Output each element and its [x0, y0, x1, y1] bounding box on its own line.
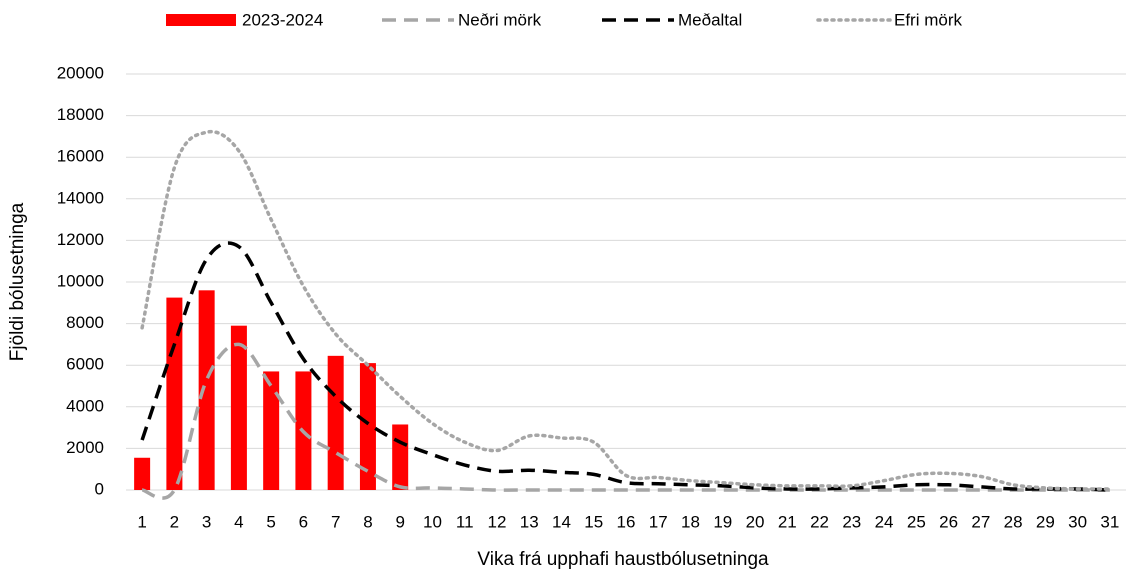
- y-tick-label: 6000: [66, 355, 104, 374]
- y-axis-label: Fjöldi bólusetninga: [7, 202, 28, 361]
- line: [140, 241, 1110, 492]
- y-tick-label: 18000: [57, 105, 104, 124]
- y-tick-label: 12000: [57, 230, 104, 249]
- y-tick-label: 16000: [57, 147, 104, 166]
- line: [140, 129, 1112, 491]
- y-tick-label: 10000: [57, 271, 104, 290]
- x-tick-label: 29: [1036, 512, 1055, 531]
- x-tick-label: 8: [363, 512, 372, 531]
- x-tick-label: 23: [842, 512, 861, 531]
- x-tick-label: 30: [1068, 512, 1087, 531]
- x-tick-label: 22: [810, 512, 829, 531]
- bar: [166, 297, 183, 490]
- x-tick-label: 4: [234, 512, 243, 531]
- x-tick-label: 1: [137, 512, 146, 531]
- y-tick-label: 0: [95, 479, 104, 498]
- bar: [327, 355, 344, 490]
- legend-label: Efri mörk: [894, 10, 963, 29]
- bar: [230, 325, 247, 490]
- x-tick-label: 14: [552, 512, 571, 531]
- legend-label: 2023-2024: [242, 10, 323, 29]
- bar: [134, 457, 151, 490]
- bar: [198, 290, 215, 490]
- legend-label: Neðri mörk: [458, 10, 542, 29]
- x-tick-label: 28: [1004, 512, 1023, 531]
- x-tick-label: 7: [331, 512, 340, 531]
- y-tick-label: 8000: [66, 313, 104, 332]
- x-tick-label: 17: [649, 512, 668, 531]
- y-tick-label: 4000: [66, 396, 104, 415]
- x-tick-label: 20: [746, 512, 765, 531]
- x-tick-label: 27: [971, 512, 990, 531]
- x-tick-label: 16: [617, 512, 636, 531]
- x-tick-label: 13: [520, 512, 539, 531]
- line: [141, 342, 1110, 500]
- x-tick-label: 10: [423, 512, 442, 531]
- legend-label: Meðaltal: [678, 10, 742, 29]
- legend-swatch: [166, 14, 236, 26]
- y-tick-label: 2000: [66, 438, 104, 457]
- bar: [263, 371, 280, 490]
- y-tick-label: 14000: [57, 188, 104, 207]
- x-tick-label: 26: [939, 512, 958, 531]
- x-tick-label: 18: [681, 512, 700, 531]
- bar: [392, 424, 409, 490]
- x-tick-label: 5: [266, 512, 275, 531]
- y-tick-label: 20000: [57, 63, 104, 82]
- x-tick-label: 6: [299, 512, 308, 531]
- x-tick-label: 2: [170, 512, 179, 531]
- x-tick-label: 31: [1100, 512, 1119, 531]
- x-axis-label: Vika frá upphafi haustbólusetninga: [477, 549, 769, 570]
- x-tick-label: 9: [395, 512, 404, 531]
- x-tick-label: 25: [907, 512, 926, 531]
- x-tick-label: 21: [778, 512, 797, 531]
- x-tick-label: 11: [456, 512, 474, 531]
- x-tick-label: 12: [488, 512, 507, 531]
- x-tick-label: 24: [875, 512, 894, 531]
- bar: [359, 363, 376, 490]
- x-tick-label: 3: [202, 512, 211, 531]
- x-tick-label: 15: [584, 512, 603, 531]
- x-tick-label: 19: [713, 512, 732, 531]
